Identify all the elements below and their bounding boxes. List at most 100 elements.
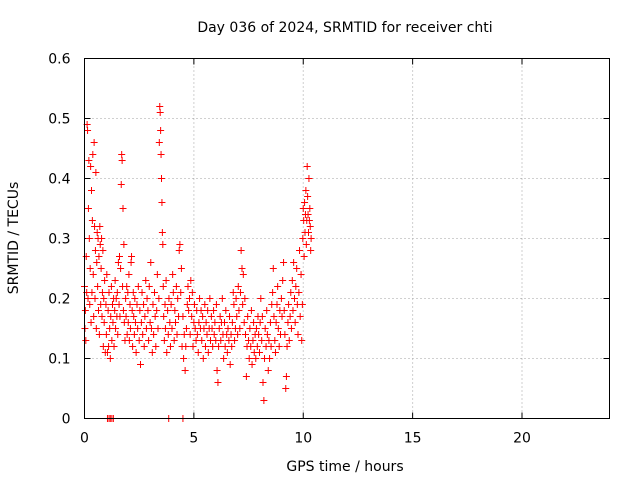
data-point [163,349,171,356]
data-point [221,319,228,326]
data-point [228,319,236,326]
data-point [153,271,161,278]
y-tick-label: 0.5 [48,112,70,128]
y-tick-label: 0.4 [48,172,70,188]
axis-tick-labels: 0 5 10 15 20 0 0.1 0.2 0.3 0.4 0.5 0.6 [48,52,531,447]
data-point [147,259,155,266]
data-point [105,289,113,296]
data-point [143,295,151,302]
chart-title: Day 036 of 2024, SRMTID for receiver cht… [197,20,492,36]
data-point [136,307,144,314]
plot-frame [84,58,610,419]
data-point [88,289,96,296]
data-point [127,259,135,266]
data-point [210,307,218,314]
data-point [186,331,194,338]
data-point [304,193,312,200]
data-point [111,277,119,284]
data-point [131,295,139,302]
data-point [102,331,110,338]
data-point [158,175,165,182]
y-tick-label: 0.1 [48,352,70,368]
data-point [207,313,215,320]
data-point [101,277,109,284]
x-tick-label: 20 [513,431,531,447]
data-point [269,289,277,296]
data-point [292,283,300,290]
data-point [266,355,274,362]
data-point [204,307,212,314]
data-point [84,127,92,134]
data-point [126,325,134,332]
data-point [125,271,133,278]
data-point [158,229,166,236]
data-point [82,253,90,260]
data-point [280,307,288,314]
data-point [277,295,285,302]
data-point [282,373,290,380]
y-tick-label: 0.3 [48,232,70,248]
data-point [221,343,229,350]
data-point [253,343,261,350]
data-point [91,295,99,302]
data-point [257,295,265,302]
data-point [92,325,100,332]
data-point [211,319,219,326]
data-point [296,313,304,320]
data-point [89,271,97,278]
data-point [301,199,309,206]
data-point [111,307,119,314]
data-point [300,253,308,260]
data-point [285,301,293,308]
data-point [129,289,137,296]
data-point [148,349,156,356]
data-point [223,349,231,356]
data-point [185,307,193,314]
data-point [172,283,180,290]
data-point [274,283,282,290]
data-point [158,199,166,206]
data-point [167,301,175,308]
data-point [269,265,277,272]
data-point [113,289,121,296]
data-point [240,319,248,326]
data-point [267,343,275,350]
y-tick-label: 0.6 [48,52,70,68]
data-point [144,307,152,314]
data-point [215,343,223,350]
data-point [306,223,314,230]
data-point [146,319,154,326]
data-point [275,343,283,350]
data-point [247,307,255,314]
data-point [237,247,245,254]
data-point [291,295,298,302]
data-point [145,283,153,290]
data-point [263,331,271,338]
data-point [202,319,210,326]
data-point [110,343,118,350]
data-point [161,301,169,308]
data-point [226,361,234,368]
data-point [215,325,223,332]
data-point [98,313,106,320]
data-point [235,307,243,314]
data-point [154,325,162,332]
data-point [306,205,314,212]
data-point [283,343,291,350]
data-point [180,355,188,362]
data-point [228,343,236,350]
data-point [204,349,212,356]
data-point [96,223,104,230]
data-point [270,313,278,320]
data-point [125,337,133,344]
data-point [189,343,197,350]
data-point [214,379,222,386]
data-point [107,313,115,320]
data-point [114,259,122,266]
data-point [128,307,136,314]
data-point [137,319,145,326]
data-point [289,307,297,314]
x-tick-label: 0 [80,431,89,447]
data-point [186,295,193,302]
data-point [85,235,93,242]
